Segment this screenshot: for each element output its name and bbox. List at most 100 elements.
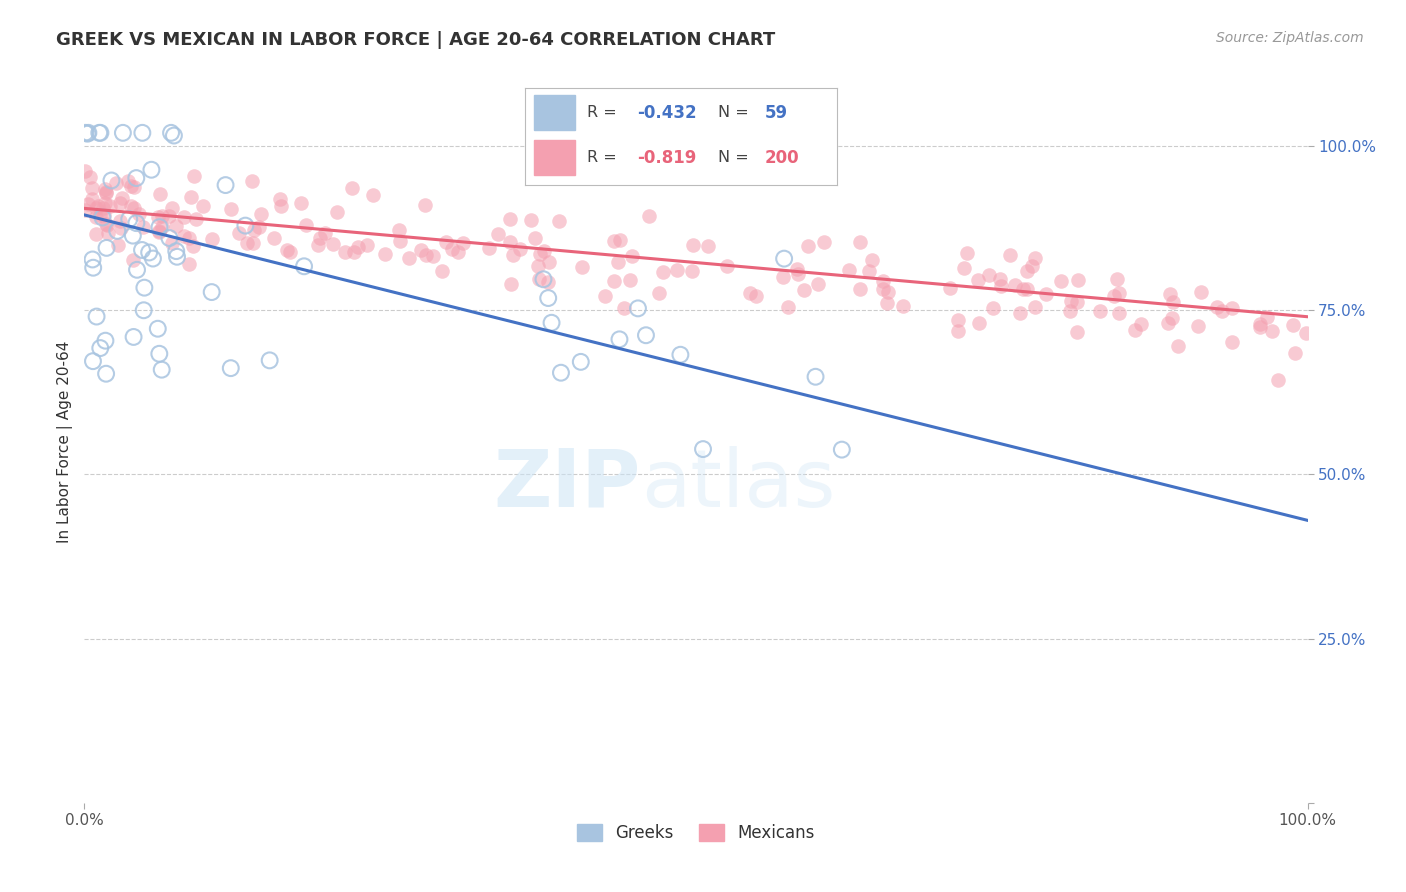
Point [157, 231, 180, 245]
Point [361, 187, 384, 202]
Point [872, 282, 894, 296]
Legend: Greeks, Mexicans: Greeks, Mexicans [571, 817, 821, 848]
Point [356, 237, 378, 252]
Point [1088, 304, 1111, 318]
Point [201, 231, 224, 245]
Point [1295, 326, 1317, 340]
Point [173, 210, 195, 224]
Point [165, 219, 187, 233]
Point [740, 286, 762, 301]
Point [499, 277, 522, 292]
Point [120, 179, 142, 194]
Point [111, 126, 134, 140]
Point [409, 243, 432, 257]
Point [440, 242, 463, 256]
Point [322, 236, 344, 251]
Point [1011, 283, 1033, 297]
Point [107, 237, 129, 252]
Point [163, 128, 186, 143]
Point [76, 127, 98, 141]
Point [1066, 295, 1088, 310]
Point [891, 299, 914, 313]
Point [177, 257, 200, 271]
Point [96, 219, 118, 233]
Point [1220, 301, 1243, 315]
Point [94, 367, 117, 381]
Point [1256, 310, 1278, 324]
Point [1167, 339, 1189, 353]
Point [122, 330, 145, 344]
Point [77, 197, 100, 211]
Point [1160, 310, 1182, 325]
Point [75, 126, 97, 140]
Point [148, 225, 170, 239]
Point [97, 227, 120, 241]
Point [278, 244, 301, 259]
Point [77, 126, 100, 140]
Point [157, 209, 180, 223]
Point [527, 272, 550, 286]
Point [201, 285, 224, 299]
Point [84, 201, 107, 215]
Point [89, 126, 111, 140]
Point [638, 209, 661, 223]
Point [84, 211, 107, 225]
Point [486, 227, 509, 242]
Point [1024, 300, 1046, 314]
Point [247, 219, 270, 234]
Point [773, 252, 796, 266]
Point [967, 316, 990, 330]
Point [98, 199, 121, 213]
Point [956, 245, 979, 260]
Point [876, 296, 898, 310]
Point [132, 303, 155, 318]
Point [94, 217, 117, 231]
Point [276, 243, 298, 257]
Point [1189, 285, 1212, 300]
Point [184, 212, 207, 227]
Point [94, 186, 117, 200]
Point [1211, 304, 1233, 318]
Point [669, 348, 692, 362]
Text: ZIP: ZIP [494, 446, 641, 524]
Point [94, 196, 117, 211]
Point [120, 199, 142, 213]
Point [838, 262, 860, 277]
Point [181, 239, 204, 253]
Point [1008, 306, 1031, 320]
Point [509, 242, 531, 256]
Point [436, 235, 458, 250]
Point [1050, 274, 1073, 288]
Point [603, 275, 626, 289]
Point [990, 272, 1012, 286]
Point [138, 245, 160, 260]
Point [478, 242, 501, 256]
Point [132, 219, 155, 234]
Point [128, 207, 150, 221]
Point [1157, 317, 1180, 331]
Point [502, 248, 524, 262]
Point [1102, 289, 1125, 303]
Point [89, 126, 111, 140]
Point [243, 222, 266, 236]
Point [796, 239, 818, 253]
Point [609, 233, 631, 247]
Point [1024, 251, 1046, 265]
Point [73, 202, 96, 217]
Point [333, 244, 356, 259]
Point [607, 255, 630, 269]
Point [1015, 264, 1038, 278]
Point [609, 332, 631, 346]
Point [620, 249, 643, 263]
Point [125, 171, 148, 186]
Point [86, 310, 108, 324]
Point [981, 301, 1004, 316]
Point [160, 236, 183, 251]
Point [219, 361, 242, 376]
Point [1222, 334, 1244, 349]
Point [347, 239, 370, 253]
Point [326, 205, 349, 219]
Point [388, 223, 411, 237]
Point [1161, 295, 1184, 310]
Point [398, 251, 420, 265]
